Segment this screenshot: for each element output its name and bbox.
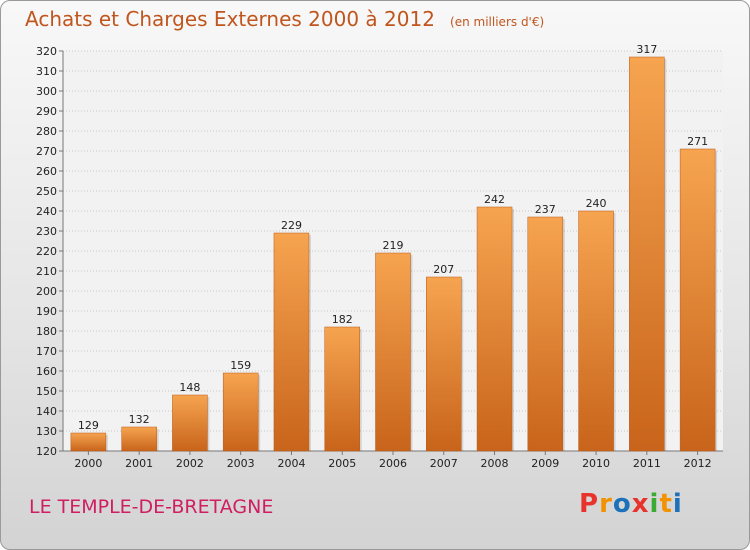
bar — [121, 426, 157, 452]
data-label: 317 — [636, 43, 657, 56]
proxiti-logo: Proxiti — [579, 489, 683, 519]
data-label: 207 — [433, 263, 454, 276]
bar — [476, 206, 513, 452]
y-tick-label: 240 — [36, 205, 57, 218]
x-tick-label: 2012 — [684, 457, 712, 470]
y-tick-label: 210 — [36, 265, 57, 278]
x-tick-label: 2010 — [582, 457, 610, 470]
y-tick-label: 280 — [36, 125, 57, 138]
x-tick-label: 2009 — [531, 457, 559, 470]
chart-title-text: Achats et Charges Externes 2000 à 2012 — [25, 7, 435, 31]
data-label: 129 — [78, 419, 99, 432]
y-tick-label: 300 — [36, 85, 57, 98]
bar — [578, 210, 614, 452]
logo-letter: t — [659, 489, 673, 519]
bar — [375, 252, 411, 452]
bar — [70, 432, 107, 452]
data-label: 182 — [332, 313, 353, 326]
y-tick-label: 200 — [36, 285, 57, 298]
y-tick-label: 310 — [36, 65, 57, 78]
x-tick-label: 2008 — [481, 457, 509, 470]
y-tick-label: 120 — [36, 445, 57, 458]
y-tick-label: 180 — [36, 325, 57, 338]
x-tick-label: 2001 — [125, 457, 153, 470]
logo-letter: P — [579, 489, 600, 519]
bar — [426, 276, 462, 452]
y-tick-label: 230 — [36, 225, 57, 238]
logo-letter: o — [612, 489, 632, 519]
y-tick-label: 290 — [36, 105, 57, 118]
bar — [222, 372, 259, 452]
y-tick-label: 150 — [36, 385, 57, 398]
y-tick-label: 220 — [36, 245, 57, 258]
y-tick-label: 270 — [36, 145, 57, 158]
x-tick-label: 2007 — [430, 457, 458, 470]
bar — [324, 326, 360, 452]
data-label: 229 — [281, 219, 302, 232]
logo-letter: i — [649, 489, 660, 519]
y-tick-label: 190 — [36, 305, 57, 318]
x-tick-label: 2000 — [74, 457, 102, 470]
data-label: 148 — [179, 381, 200, 394]
y-tick-label: 320 — [36, 45, 57, 58]
data-label: 242 — [484, 193, 505, 206]
bar — [679, 148, 716, 452]
x-tick-label: 2011 — [633, 457, 661, 470]
x-tick-label: 2003 — [227, 457, 255, 470]
y-tick-label: 260 — [36, 165, 57, 178]
data-label: 219 — [383, 239, 404, 252]
data-label: 132 — [129, 413, 150, 426]
y-tick-label: 250 — [36, 185, 57, 198]
bar — [527, 216, 564, 452]
bar — [629, 56, 665, 452]
logo-letter: x — [631, 489, 650, 519]
y-tick-label: 130 — [36, 425, 57, 438]
logo-letter: i — [672, 489, 683, 519]
y-tick-label: 140 — [36, 405, 57, 418]
chart-title: Achats et Charges Externes 2000 à 2012 (… — [25, 7, 544, 31]
chart-unit: (en milliers d'€) — [450, 15, 545, 29]
data-label: 237 — [535, 203, 556, 216]
y-tick-label: 170 — [36, 345, 57, 358]
bar — [273, 232, 310, 452]
x-tick-label: 2006 — [379, 457, 407, 470]
data-label: 240 — [586, 197, 607, 210]
data-label: 159 — [230, 359, 251, 372]
x-tick-label: 2002 — [176, 457, 204, 470]
x-tick-label: 2005 — [328, 457, 356, 470]
y-tick-label: 160 — [36, 365, 57, 378]
commune-name: LE TEMPLE-DE-BRETAGNE — [29, 496, 274, 518]
data-label: 271 — [687, 135, 708, 148]
logo-letter: r — [599, 489, 613, 519]
x-tick-label: 2004 — [277, 457, 305, 470]
bar — [172, 394, 208, 452]
